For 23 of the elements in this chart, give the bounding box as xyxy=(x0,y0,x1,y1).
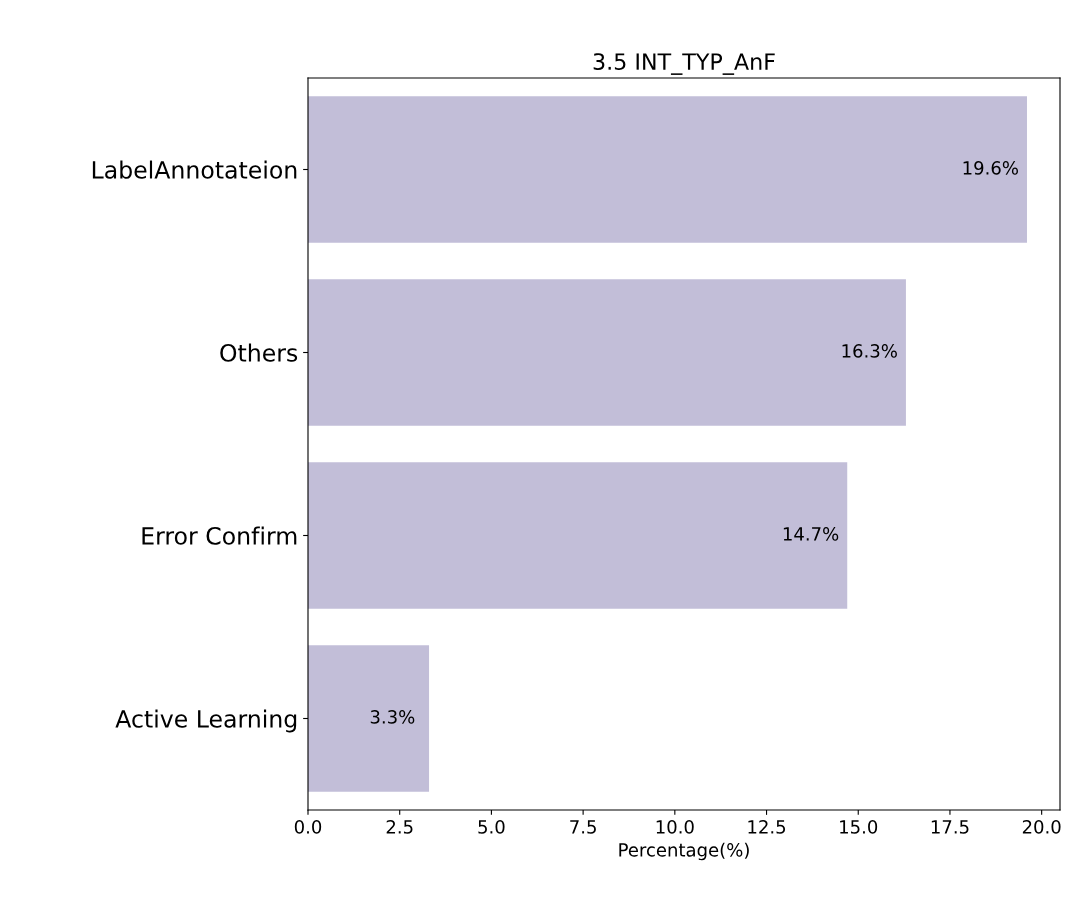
data-label: 3.3% xyxy=(370,710,415,724)
x-tick-label: 5.0 xyxy=(478,820,505,834)
bar xyxy=(308,279,906,426)
data-label: 19.6% xyxy=(963,161,1018,175)
x-tick-label: 2.5 xyxy=(386,820,413,834)
x-tick-label: 20.0 xyxy=(1022,820,1061,834)
x-axis-title: Percentage(%) xyxy=(619,842,749,861)
bar xyxy=(308,96,1027,243)
x-tick-label: 10.0 xyxy=(656,820,694,834)
x-tick-label: 7.5 xyxy=(570,820,596,834)
x-tick-label: 17.5 xyxy=(931,820,969,834)
y-tick-label: Active Learning xyxy=(115,709,297,733)
y-tick-label: Error Confirm xyxy=(142,526,297,545)
bar xyxy=(308,462,848,609)
chart-title: 3.5 INT_TYP_AnF xyxy=(593,53,775,75)
bar xyxy=(308,645,430,792)
data-label: 16.3% xyxy=(842,344,897,358)
y-tick-label: LabelAnnotateion xyxy=(92,160,297,179)
data-label: 14.7% xyxy=(783,527,839,541)
x-tick-label: 12.5 xyxy=(748,820,786,834)
y-tick-label: Others xyxy=(220,343,298,362)
x-tick-label: 0.0 xyxy=(294,820,322,834)
x-tick-label: 15.0 xyxy=(840,820,878,834)
